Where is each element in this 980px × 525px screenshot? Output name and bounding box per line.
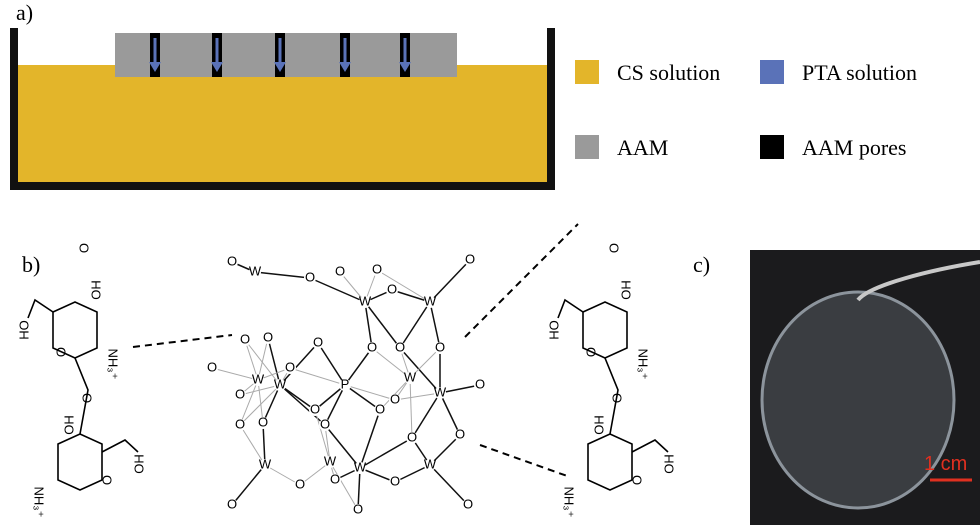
panel-label: a) <box>16 0 33 25</box>
dashed-line <box>133 335 232 347</box>
atom-label: W <box>404 369 417 384</box>
atom-label: O <box>263 329 273 344</box>
atom-label: O <box>240 331 250 346</box>
legend-label: AAM pores <box>802 135 907 160</box>
bond <box>255 272 310 278</box>
atom-label: O <box>235 416 245 431</box>
atom-label: OH <box>88 280 103 300</box>
atom-label: OH <box>618 280 633 300</box>
bond <box>290 368 345 385</box>
atom-label: W <box>252 371 265 386</box>
atom-label: W <box>249 263 262 278</box>
atom-label: O <box>435 339 445 354</box>
atom-label: O <box>295 476 305 491</box>
atom-label: O <box>235 386 245 401</box>
dashed-line <box>480 445 570 477</box>
film <box>762 292 954 508</box>
bond <box>632 440 668 452</box>
atom-label: O <box>390 473 400 488</box>
figure: a) CS solution PTA solution AAM AAM pores b… <box>0 0 980 525</box>
bond <box>558 300 583 318</box>
atom-label: NH₃⁺ <box>106 349 121 380</box>
panel-label: b) <box>22 252 40 277</box>
legend-label: PTA solution <box>802 60 917 85</box>
structures: O OH HO O NH₃⁺ O OH O OH NH₃⁺ O OH HO O NH₃⁺ O OH O OH NH₃⁺… <box>16 243 676 518</box>
bond <box>377 270 430 302</box>
atom-label: O <box>320 416 330 431</box>
atom-label: O <box>387 281 397 296</box>
atom-label: O <box>227 253 237 268</box>
atom-label: W <box>324 453 337 468</box>
atom-label: O <box>407 429 417 444</box>
atom-label: NH₃⁺ <box>562 487 577 518</box>
atom-label: W <box>354 459 367 474</box>
atom-label: P <box>341 376 350 391</box>
atom-label: HO <box>546 320 561 340</box>
cs-solution <box>18 65 547 182</box>
atom-label: O <box>475 376 485 391</box>
atom-label: W <box>359 293 372 308</box>
bond <box>310 278 365 302</box>
atom-label: O <box>258 414 268 429</box>
atom-label: O <box>583 347 598 357</box>
atom-label: O <box>629 475 644 485</box>
atom-label: W <box>259 456 272 471</box>
legend-swatch <box>575 135 599 159</box>
atom-label: O <box>455 426 465 441</box>
interaction-lines <box>133 224 578 477</box>
atom-label: OH <box>661 454 676 474</box>
atom-label: O <box>372 261 382 276</box>
atom-label: O <box>367 339 377 354</box>
atom-label: W <box>424 293 437 308</box>
legend-swatch <box>575 60 599 84</box>
sugar-ring <box>58 434 102 490</box>
atom-label: HO <box>16 320 31 340</box>
sugar-ring <box>588 434 632 490</box>
legend: CS solution PTA solution AAM AAM pores <box>575 60 917 160</box>
legend-label: CS solution <box>617 60 720 85</box>
atom-label: OH <box>131 454 146 474</box>
panel-label: c) <box>693 252 710 277</box>
bond <box>102 440 138 452</box>
atom-label: O <box>463 496 473 511</box>
atom-label: NH₃⁺ <box>32 487 47 518</box>
atom-label: O <box>609 393 624 403</box>
bond <box>345 385 395 400</box>
atom-label: O <box>76 243 91 253</box>
atom-label: O <box>79 393 94 403</box>
atom-label: O <box>330 471 340 486</box>
atom-label: OH <box>61 415 76 435</box>
atom-label: OH <box>591 415 606 435</box>
dashed-line <box>465 224 578 337</box>
atom-label: W <box>424 456 437 471</box>
atom-label: O <box>207 359 217 374</box>
bond <box>28 300 53 318</box>
atom-label: W <box>274 376 287 391</box>
legend-swatch <box>760 135 784 159</box>
bond <box>360 438 412 468</box>
atom-label: O <box>285 359 295 374</box>
atom-label: O <box>227 496 237 511</box>
atom-label: NH₃⁺ <box>636 349 651 380</box>
atom-label: O <box>465 251 475 266</box>
atom-label: O <box>310 401 320 416</box>
atom-label: W <box>434 384 447 399</box>
atom-label: O <box>395 339 405 354</box>
atom-label: O <box>353 501 363 516</box>
atom-label: O <box>305 269 315 284</box>
atom-label: O <box>335 263 345 278</box>
legend-label: AAM <box>617 135 668 160</box>
legend-swatch <box>760 60 784 84</box>
atom-label: O <box>99 475 114 485</box>
atom-label: O <box>390 391 400 406</box>
atom-label: O <box>375 401 385 416</box>
atom-label: O <box>606 243 621 253</box>
atom-label: O <box>313 334 323 349</box>
atom-label: O <box>53 347 68 357</box>
scale-label: 1 cm <box>924 453 967 475</box>
